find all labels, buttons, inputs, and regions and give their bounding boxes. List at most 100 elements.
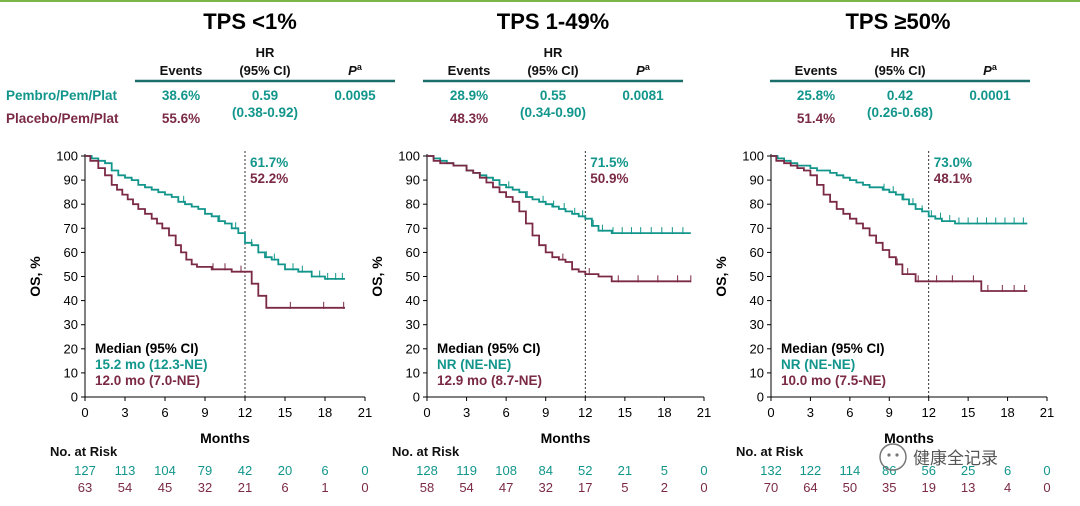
- x-tick-label: 3: [807, 405, 814, 420]
- x-tick-label: 18: [318, 405, 332, 420]
- x-axis-label: Months: [200, 430, 250, 446]
- x-tick-label: 0: [423, 405, 430, 420]
- risk-pembro: 84: [538, 463, 552, 478]
- x-tick-label: 21: [697, 405, 711, 420]
- x-tick-label: 15: [961, 405, 975, 420]
- ci-header: (95% CI): [527, 63, 578, 78]
- risk-placebo: 6: [281, 480, 288, 495]
- placebo-events: 55.6%: [162, 111, 200, 126]
- km-panel-2: TPS 1-49% HR Events (95% CI) Pa 28.9% 0.55 0.00…: [369, 9, 711, 495]
- risk-placebo: 32: [538, 480, 552, 495]
- y-axis-label: OS, %: [369, 256, 385, 297]
- events-header: Events: [795, 63, 838, 78]
- median-title: Median (95% CI): [437, 341, 541, 356]
- risk-placebo: 47: [499, 480, 513, 495]
- x-tick-label: 0: [81, 405, 88, 420]
- row-label-pembro: Pembro/Pem/Plat: [6, 88, 118, 103]
- p-header: Pa: [636, 62, 651, 78]
- y-tick-label: 20: [64, 341, 78, 356]
- median-placebo: 12.9 mo (8.7-NE): [437, 373, 542, 388]
- placebo-events: 48.3%: [450, 111, 488, 126]
- risk-placebo: 21: [238, 480, 252, 495]
- wechat-icon: [879, 443, 907, 471]
- risk-pembro: 114: [839, 463, 860, 478]
- y-tick-label: 40: [750, 293, 764, 308]
- x-tick-label: 18: [657, 405, 671, 420]
- y-tick-label: 0: [413, 390, 420, 405]
- y-tick-label: 80: [64, 197, 78, 212]
- wechat-icon-eye-right: [895, 453, 899, 457]
- pembro-hr: 0.55: [540, 88, 567, 103]
- risk-pembro: 119: [456, 463, 477, 478]
- risk-pembro: 56: [921, 463, 935, 478]
- risk-placebo: 54: [459, 480, 473, 495]
- risk-placebo: 19: [921, 480, 935, 495]
- risk-placebo: 4: [1004, 480, 1011, 495]
- y-tick-label: 60: [750, 245, 764, 260]
- x-axis-label: Months: [884, 430, 934, 446]
- wechat-icon-eye-left: [887, 453, 891, 457]
- y-tick-label: 100: [398, 149, 420, 164]
- ci-header: (95% CI): [874, 63, 925, 78]
- x-axis-label: Months: [541, 430, 591, 446]
- median-title: Median (95% CI): [95, 341, 199, 356]
- risk-pembro: 127: [74, 463, 96, 478]
- placebo-curve: [771, 155, 1028, 292]
- y-tick-label: 90: [64, 173, 78, 188]
- landmark-pembro: 71.5%: [590, 155, 628, 170]
- y-tick-label: 40: [64, 293, 78, 308]
- y-tick-label: 80: [750, 197, 764, 212]
- risk-pembro: 0: [700, 463, 707, 478]
- risk-placebo: 63: [78, 480, 92, 495]
- risk-pembro: 6: [1004, 463, 1011, 478]
- watermark: 健康全记录: [879, 443, 998, 471]
- pembro-p: 0.0081: [622, 88, 664, 103]
- x-tick-label: 3: [463, 405, 470, 420]
- risk-placebo: 45: [158, 480, 172, 495]
- y-tick-label: 50: [406, 269, 420, 284]
- km-panel-1: TPS <1% HR Events (95% CI) Pa 38.6% 0.59 0.0095…: [6, 9, 395, 495]
- km-panel-3: TPS ≥50% HR Events (95% CI) Pa 25.8% 0.42 0.000…: [713, 9, 1054, 495]
- x-tick-label: 9: [201, 405, 208, 420]
- y-axis-label: OS, %: [27, 256, 43, 297]
- y-tick-label: 100: [56, 149, 78, 164]
- risk-pembro: 42: [238, 463, 252, 478]
- y-tick-label: 10: [750, 365, 764, 380]
- y-tick-label: 50: [64, 269, 78, 284]
- median-pembro: NR (NE-NE): [781, 357, 855, 372]
- median-placebo: 12.0 mo (7.0-NE): [95, 373, 200, 388]
- y-tick-label: 60: [64, 245, 78, 260]
- y-axis-label: OS, %: [713, 256, 729, 297]
- y-tick-label: 70: [64, 221, 78, 236]
- y-tick-label: 70: [406, 221, 420, 236]
- ci-header: (95% CI): [239, 63, 290, 78]
- median-pembro: 15.2 mo (12.3-NE): [95, 357, 208, 372]
- x-tick-label: 0: [767, 405, 774, 420]
- risk-pembro: 128: [416, 463, 438, 478]
- panel-title: TPS <1%: [203, 9, 297, 34]
- risk-pembro: 20: [278, 463, 292, 478]
- x-tick-label: 6: [161, 405, 168, 420]
- x-tick-label: 15: [278, 405, 292, 420]
- p-header: Pa: [348, 62, 363, 78]
- risk-placebo: 0: [700, 480, 707, 495]
- x-tick-label: 6: [846, 405, 853, 420]
- median-placebo: 10.0 mo (7.5-NE): [781, 373, 886, 388]
- risk-placebo: 0: [361, 480, 368, 495]
- y-tick-label: 60: [406, 245, 420, 260]
- row-label-placebo: Placebo/Pem/Plat: [6, 111, 119, 126]
- risk-pembro: 113: [115, 463, 136, 478]
- x-tick-label: 18: [1000, 405, 1014, 420]
- risk-pembro: 108: [495, 463, 517, 478]
- risk-placebo: 64: [803, 480, 817, 495]
- y-tick-label: 20: [750, 341, 764, 356]
- y-tick-label: 70: [750, 221, 764, 236]
- y-tick-label: 40: [406, 293, 420, 308]
- x-tick-label: 12: [921, 405, 935, 420]
- risk-placebo: 50: [843, 480, 857, 495]
- watermark-text: 健康全记录: [913, 449, 998, 468]
- pembro-p: 0.0001: [969, 88, 1011, 103]
- risk-pembro: 25: [961, 463, 975, 478]
- y-tick-label: 100: [742, 149, 764, 164]
